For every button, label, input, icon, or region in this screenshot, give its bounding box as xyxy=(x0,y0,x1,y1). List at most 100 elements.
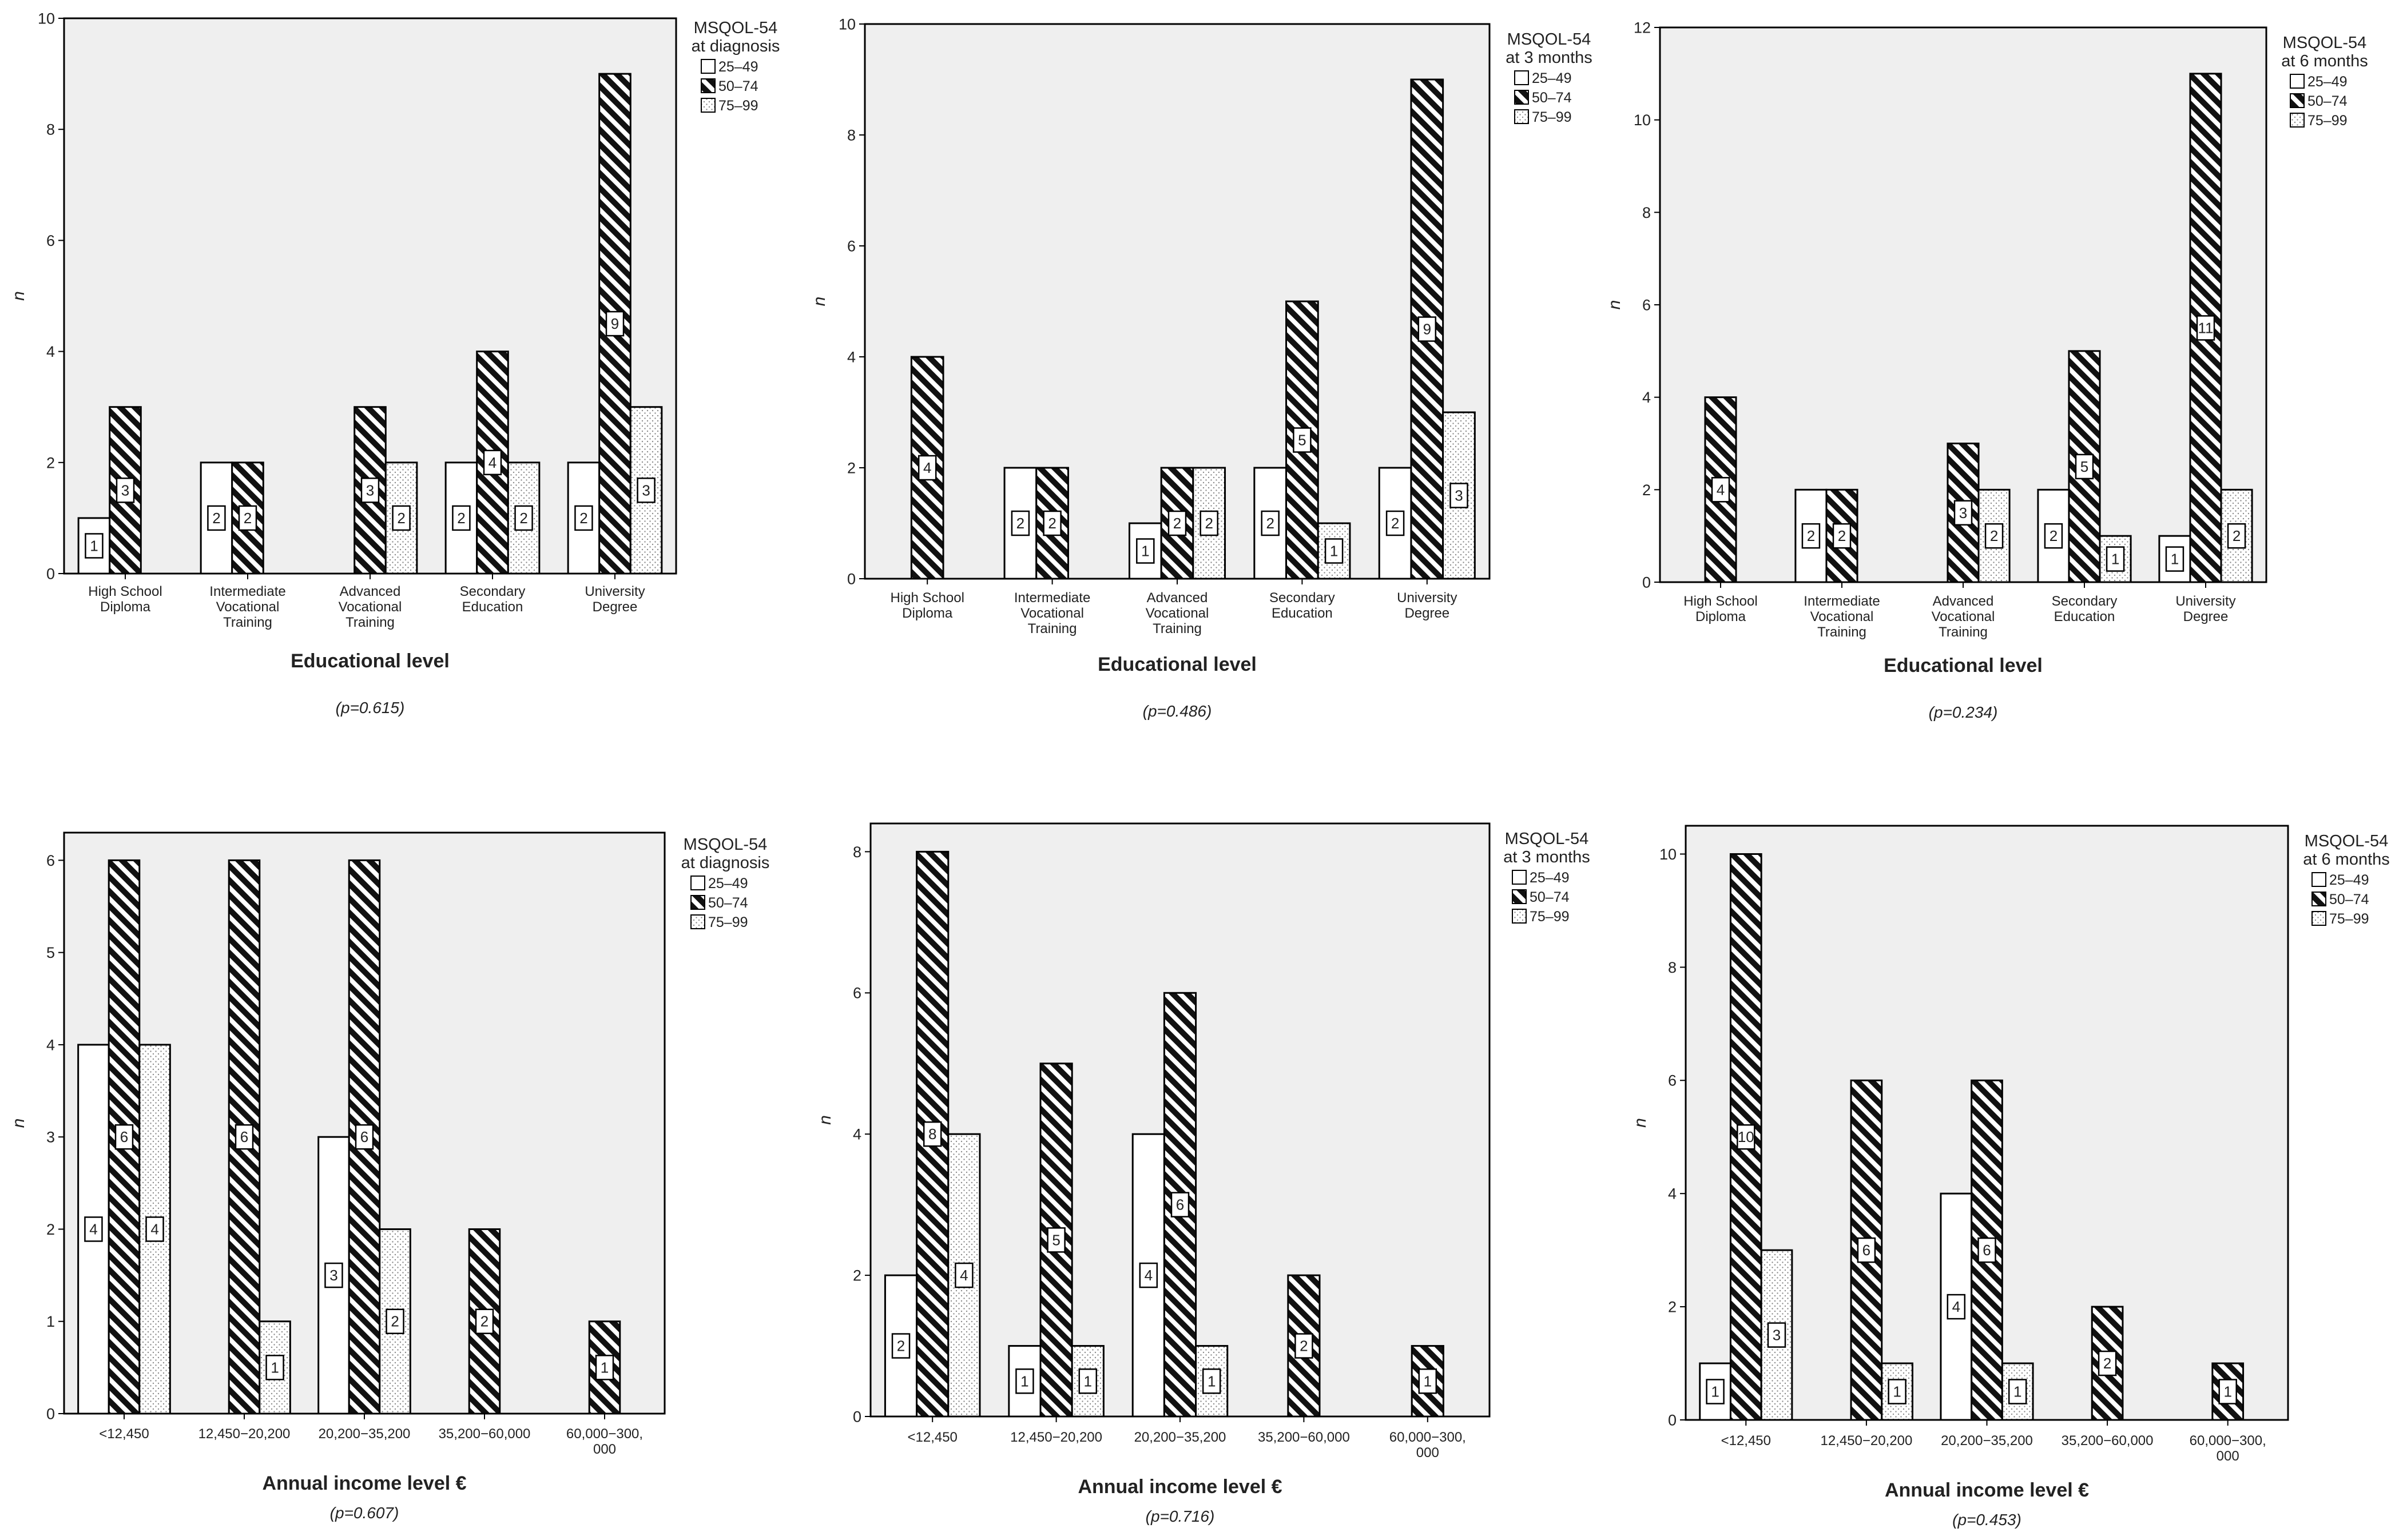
data-label-box xyxy=(265,1355,284,1380)
data-label: 2 xyxy=(1048,515,1056,532)
data-label-box xyxy=(605,311,625,337)
x-category-label: Training xyxy=(345,615,395,630)
data-label-box xyxy=(84,1216,103,1242)
data-label-box xyxy=(1767,1322,1786,1348)
data-label: 1 xyxy=(2223,1383,2231,1400)
data-label-box xyxy=(1801,523,1821,549)
chart-panel-4: 0 1 2 3 4 5 6 n 4 6 4 <12,450 6 1 12,450−20,200 3 6 2 20,2… xyxy=(9,831,769,1522)
data-label: 2 xyxy=(1266,515,1274,532)
x-category-label: 000 xyxy=(2217,1449,2239,1464)
data-label: 1 xyxy=(1020,1372,1028,1390)
data-label-box xyxy=(145,1216,164,1242)
y-tick-label: 4 xyxy=(847,348,856,365)
x-category-label: Training xyxy=(1939,624,1988,640)
data-label-box xyxy=(2106,546,2125,572)
x-category-label: <12,450 xyxy=(907,1430,957,1445)
chart-panel-6: 0 2 4 6 8 10 n 1 10 3 <12,450 6 1 12,450−20,200 4 6 1 20,… xyxy=(1631,825,2390,1529)
data-label: 1 xyxy=(1330,543,1338,560)
y-axis-label: n xyxy=(1631,1118,1650,1128)
x-category-label: 35,200−60,000 xyxy=(2062,1433,2154,1449)
data-label-box xyxy=(1139,1262,1158,1288)
legend-swatch-75-99 xyxy=(2290,113,2305,128)
x-axis-title: Annual income level € xyxy=(1078,1476,1282,1498)
data-label: 2 xyxy=(2103,1355,2111,1372)
data-label-box xyxy=(1202,1368,1221,1394)
data-label-box xyxy=(1984,523,2004,549)
data-label: 4 xyxy=(1145,1267,1153,1284)
legend-title: MSQOL-54 xyxy=(1505,830,1589,848)
data-label-box xyxy=(2218,1379,2237,1404)
data-label-box xyxy=(955,1262,974,1288)
y-tick-label: 10 xyxy=(1659,846,1677,863)
data-label-box xyxy=(1167,510,1187,536)
data-label: 1 xyxy=(1893,1383,1901,1400)
data-label: 6 xyxy=(240,1128,248,1145)
x-category-label: 35,200−60,000 xyxy=(439,1426,531,1442)
x-category-label: 12,450−20,200 xyxy=(198,1426,291,1442)
legend-title: at 6 months xyxy=(2303,850,2390,869)
x-category-label: Vocational xyxy=(216,599,280,615)
y-tick-label: 6 xyxy=(46,232,55,249)
y-tick-label: 2 xyxy=(1642,482,1651,499)
p-value: (p=0.234) xyxy=(1929,703,1998,721)
y-axis-label: n xyxy=(9,1119,28,1128)
y-tick-label: 4 xyxy=(1642,389,1651,406)
x-category-label: Intermediate xyxy=(209,584,285,599)
data-label-box xyxy=(1294,1333,1313,1359)
y-axis-label: n xyxy=(1605,300,1624,310)
legend-swatch-50-74 xyxy=(2311,892,2326,906)
x-category-label: 60,000−300, xyxy=(1389,1430,1466,1445)
x-category-label: 60,000−300, xyxy=(2190,1433,2266,1449)
x-category-label: Education xyxy=(462,599,523,615)
data-label-box xyxy=(452,505,471,531)
data-label-box xyxy=(1200,510,1218,536)
data-label-box xyxy=(1417,316,1437,342)
data-label: 1 xyxy=(1711,1383,1719,1400)
x-category-label: 35,200−60,000 xyxy=(1258,1430,1350,1445)
data-label-box xyxy=(1711,477,1730,503)
legend-title: at 6 months xyxy=(2281,52,2368,70)
legend-swatch-25-49 xyxy=(701,59,716,74)
bar-50-74-cat-5 xyxy=(1410,78,1444,580)
legend-swatch-50-74 xyxy=(1512,889,1527,904)
y-tick-label: 8 xyxy=(853,843,861,861)
data-label: 4 xyxy=(1717,481,1725,498)
data-label: 2 xyxy=(212,510,220,527)
x-category-label: Secondary xyxy=(460,584,526,599)
legend-swatch-25-49 xyxy=(1512,870,1527,885)
data-label: 3 xyxy=(1959,504,1967,522)
y-tick-label: 4 xyxy=(853,1126,861,1143)
x-category-label: Diploma xyxy=(100,599,151,615)
x-category-label: Advanced xyxy=(1147,590,1208,606)
data-label-box xyxy=(1324,538,1344,564)
x-category-label: 12,450−20,200 xyxy=(1010,1430,1102,1445)
y-tick-label: 4 xyxy=(1668,1185,1677,1203)
x-category-label: 12,450−20,200 xyxy=(1820,1433,1912,1449)
data-label: 2 xyxy=(1016,515,1024,532)
p-value: (p=0.486) xyxy=(1143,702,1212,720)
y-tick-label: 8 xyxy=(1642,204,1651,221)
data-label: 3 xyxy=(329,1267,337,1284)
x-axis-title: Annual income level € xyxy=(1885,1479,2089,1501)
data-label-box xyxy=(1449,483,1468,508)
data-label: 1 xyxy=(2111,551,2119,568)
data-label-box xyxy=(1857,1237,1876,1263)
legend-title: at 3 months xyxy=(1503,848,1590,866)
data-label: 6 xyxy=(1176,1196,1184,1213)
legend-title: MSQOL-54 xyxy=(2305,832,2389,850)
legend-title: MSQOL-54 xyxy=(694,19,778,37)
data-label-box xyxy=(891,1333,911,1359)
x-category-label: 000 xyxy=(1416,1445,1439,1461)
x-category-label: Degree xyxy=(1404,606,1449,621)
x-category-label: Diploma xyxy=(902,606,953,621)
data-label: 9 xyxy=(1423,321,1431,338)
data-label-box xyxy=(1888,1379,1907,1404)
y-tick-label: 2 xyxy=(847,459,856,476)
legend-swatch-25-49 xyxy=(690,876,705,890)
y-tick-label: 2 xyxy=(1668,1299,1677,1316)
data-label-box xyxy=(2098,1350,2117,1376)
